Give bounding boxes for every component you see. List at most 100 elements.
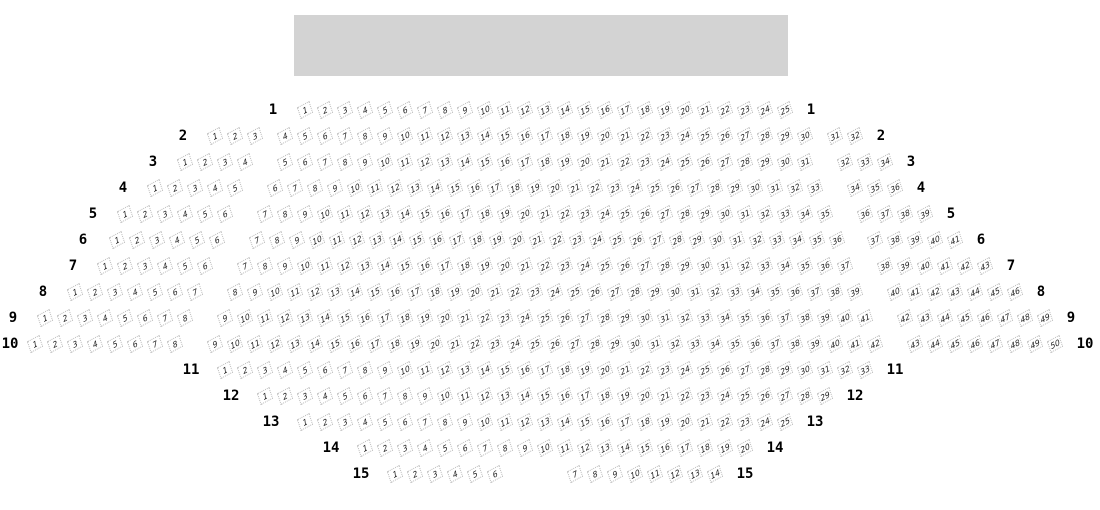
seat-row-7-4[interactable]: 4 — [156, 256, 174, 276]
seat-row-15-9[interactable]: 9 — [606, 464, 624, 484]
seat-row-10-36[interactable]: 36 — [746, 334, 764, 354]
seat-row-9-49[interactable]: 49 — [1036, 308, 1054, 328]
seat-row-10-34[interactable]: 34 — [706, 334, 724, 354]
seat-row-8-22[interactable]: 22 — [506, 282, 524, 302]
seat-row-10-45[interactable]: 45 — [946, 334, 964, 354]
seat-row-6-12[interactable]: 12 — [348, 230, 366, 250]
seat-row-2-20[interactable]: 20 — [596, 126, 614, 146]
seat-row-5-3[interactable]: 3 — [156, 204, 174, 224]
seat-row-8-41[interactable]: 41 — [906, 282, 924, 302]
seat-row-2-21[interactable]: 21 — [616, 126, 634, 146]
seat-row-8-4[interactable]: 4 — [126, 282, 144, 302]
seat-row-15-6[interactable]: 6 — [486, 464, 504, 484]
seat-row-14-9[interactable]: 9 — [516, 438, 534, 458]
seat-row-13-15[interactable]: 15 — [576, 412, 594, 432]
seat-row-9-8[interactable]: 8 — [176, 308, 194, 328]
seat-row-1-17[interactable]: 17 — [616, 100, 634, 120]
seat-row-11-8[interactable]: 8 — [356, 360, 374, 380]
seat-row-6-21[interactable]: 21 — [528, 230, 546, 250]
seat-row-6-33[interactable]: 33 — [768, 230, 786, 250]
seat-row-7-41[interactable]: 41 — [936, 256, 954, 276]
seat-row-7-1[interactable]: 1 — [96, 256, 114, 276]
seat-row-9-10[interactable]: 10 — [236, 308, 254, 328]
seat-row-7-40[interactable]: 40 — [916, 256, 934, 276]
seat-row-1-8[interactable]: 8 — [436, 100, 454, 120]
seat-row-6-15[interactable]: 15 — [408, 230, 426, 250]
seat-row-6-26[interactable]: 26 — [628, 230, 646, 250]
seat-row-1-6[interactable]: 6 — [396, 100, 414, 120]
seat-row-15-12[interactable]: 12 — [666, 464, 684, 484]
seat-row-12-12[interactable]: 12 — [476, 386, 494, 406]
seat-row-10-40[interactable]: 40 — [826, 334, 844, 354]
seat-row-13-22[interactable]: 22 — [716, 412, 734, 432]
seat-row-7-30[interactable]: 30 — [696, 256, 714, 276]
seat-row-9-43[interactable]: 43 — [916, 308, 934, 328]
seat-row-7-2[interactable]: 2 — [116, 256, 134, 276]
seat-row-2-23[interactable]: 23 — [656, 126, 674, 146]
seat-row-5-22[interactable]: 22 — [556, 204, 574, 224]
seat-row-15-11[interactable]: 11 — [646, 464, 664, 484]
seat-row-11-16[interactable]: 16 — [516, 360, 534, 380]
seat-row-6-9[interactable]: 9 — [288, 230, 306, 250]
seat-row-4-3[interactable]: 3 — [186, 178, 204, 198]
seat-row-5-4[interactable]: 4 — [176, 204, 194, 224]
seat-row-8-1[interactable]: 1 — [66, 282, 84, 302]
seat-row-2-19[interactable]: 19 — [576, 126, 594, 146]
seat-row-4-5[interactable]: 5 — [226, 178, 244, 198]
seat-row-14-14[interactable]: 14 — [616, 438, 634, 458]
seat-row-5-37[interactable]: 37 — [876, 204, 894, 224]
seat-row-9-42[interactable]: 42 — [896, 308, 914, 328]
seat-row-4-21[interactable]: 21 — [566, 178, 584, 198]
seat-row-2-10[interactable]: 10 — [396, 126, 414, 146]
seat-row-8-13[interactable]: 13 — [326, 282, 344, 302]
seat-row-7-11[interactable]: 11 — [316, 256, 334, 276]
seat-row-5-14[interactable]: 14 — [396, 204, 414, 224]
seat-row-10-18[interactable]: 18 — [386, 334, 404, 354]
seat-row-6-13[interactable]: 13 — [368, 230, 386, 250]
seat-row-10-38[interactable]: 38 — [786, 334, 804, 354]
seat-row-5-24[interactable]: 24 — [596, 204, 614, 224]
seat-row-8-11[interactable]: 11 — [286, 282, 304, 302]
seat-row-6-20[interactable]: 20 — [508, 230, 526, 250]
seat-row-11-23[interactable]: 23 — [656, 360, 674, 380]
seat-row-9-9[interactable]: 9 — [216, 308, 234, 328]
seat-row-3-15[interactable]: 15 — [476, 152, 494, 172]
seat-row-8-8[interactable]: 8 — [226, 282, 244, 302]
seat-row-13-5[interactable]: 5 — [376, 412, 394, 432]
seat-row-11-25[interactable]: 25 — [696, 360, 714, 380]
seat-row-3-22[interactable]: 22 — [616, 152, 634, 172]
seat-row-7-14[interactable]: 14 — [376, 256, 394, 276]
seat-row-1-22[interactable]: 22 — [716, 100, 734, 120]
seat-row-1-21[interactable]: 21 — [696, 100, 714, 120]
seat-row-8-21[interactable]: 21 — [486, 282, 504, 302]
seat-row-5-15[interactable]: 15 — [416, 204, 434, 224]
seat-row-9-39[interactable]: 39 — [816, 308, 834, 328]
seat-row-7-15[interactable]: 15 — [396, 256, 414, 276]
seat-row-9-4[interactable]: 4 — [96, 308, 114, 328]
seat-row-7-22[interactable]: 22 — [536, 256, 554, 276]
seat-row-7-6[interactable]: 6 — [196, 256, 214, 276]
seat-row-1-7[interactable]: 7 — [416, 100, 434, 120]
seat-row-4-27[interactable]: 27 — [686, 178, 704, 198]
seat-row-8-12[interactable]: 12 — [306, 282, 324, 302]
seat-row-9-17[interactable]: 17 — [376, 308, 394, 328]
seat-row-1-18[interactable]: 18 — [636, 100, 654, 120]
seat-row-9-48[interactable]: 48 — [1016, 308, 1034, 328]
seat-row-10-13[interactable]: 13 — [286, 334, 304, 354]
seat-row-2-2[interactable]: 2 — [226, 126, 244, 146]
seat-row-2-22[interactable]: 22 — [636, 126, 654, 146]
seat-row-3-30[interactable]: 30 — [776, 152, 794, 172]
seat-row-3-31[interactable]: 31 — [796, 152, 814, 172]
seat-row-14-2[interactable]: 2 — [376, 438, 394, 458]
seat-row-4-11[interactable]: 11 — [366, 178, 384, 198]
seat-row-5-35[interactable]: 35 — [816, 204, 834, 224]
seat-row-8-42[interactable]: 42 — [926, 282, 944, 302]
seat-row-3-18[interactable]: 18 — [536, 152, 554, 172]
seat-row-7-37[interactable]: 37 — [836, 256, 854, 276]
seat-row-12-23[interactable]: 23 — [696, 386, 714, 406]
seat-row-11-32[interactable]: 32 — [836, 360, 854, 380]
seat-row-11-6[interactable]: 6 — [316, 360, 334, 380]
seat-row-8-27[interactable]: 27 — [606, 282, 624, 302]
seat-row-5-30[interactable]: 30 — [716, 204, 734, 224]
seat-row-11-29[interactable]: 29 — [776, 360, 794, 380]
